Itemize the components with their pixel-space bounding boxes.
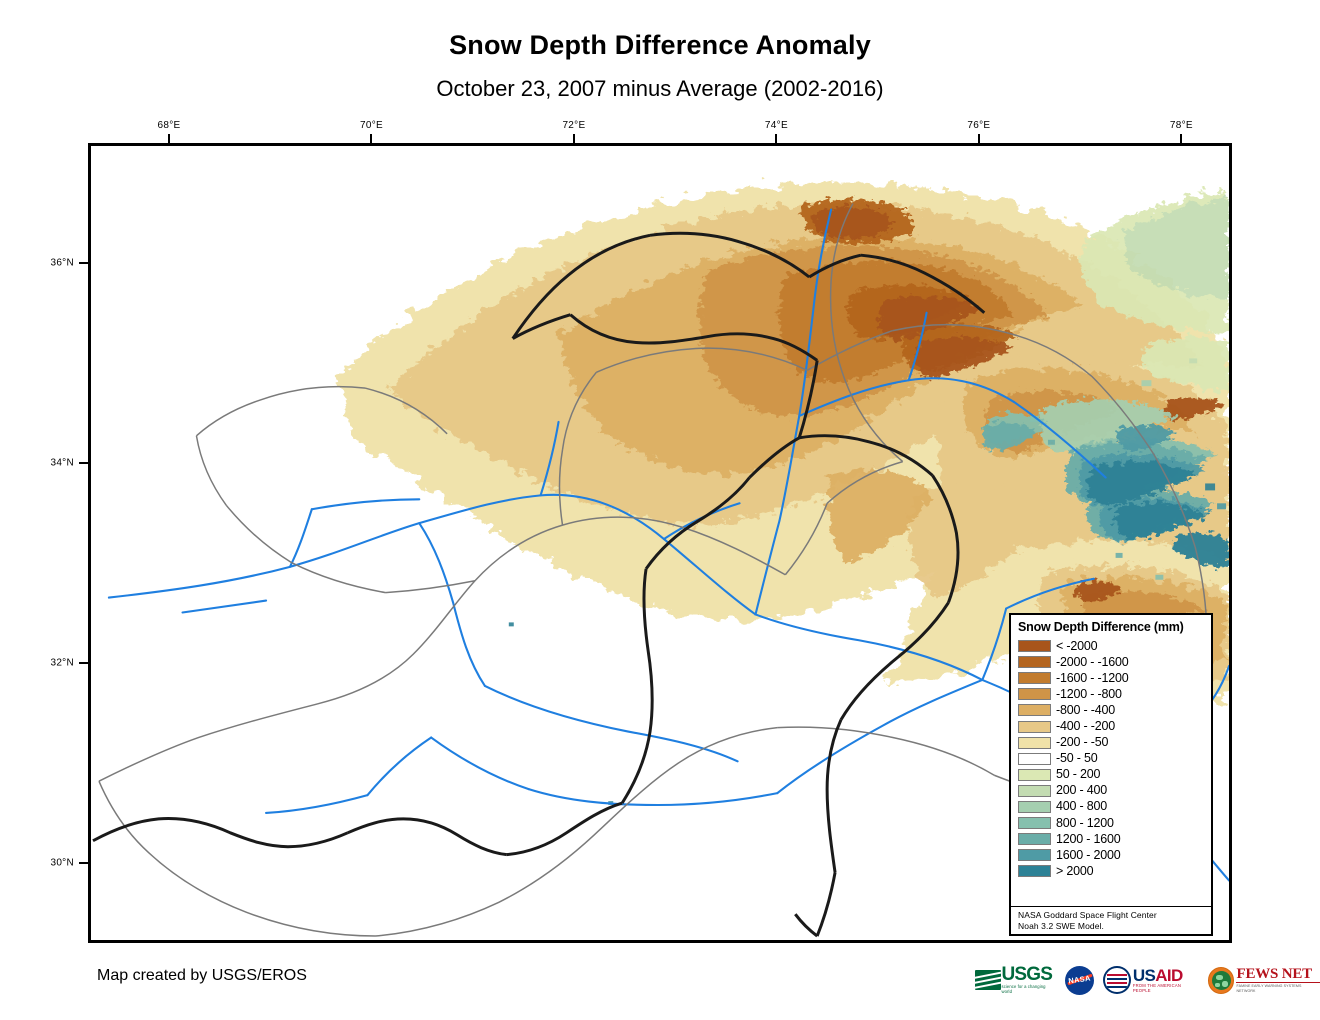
longitude-tick bbox=[977, 134, 980, 143]
legend-row[interactable]: 400 - 800 bbox=[1018, 799, 1205, 815]
longitude-tick-label: 74°E bbox=[764, 120, 788, 131]
legend-color-swatch bbox=[1018, 849, 1051, 862]
fews-globe-icon bbox=[1207, 966, 1235, 994]
nasa-logo[interactable]: NASA bbox=[1065, 965, 1095, 995]
longitude-tick bbox=[572, 134, 575, 143]
legend-row[interactable]: -1600 - -1200 bbox=[1018, 670, 1205, 686]
fews-tagline: FAMINE EARLY WARNING SYSTEMS NETWORK bbox=[1236, 984, 1302, 993]
legend-note-line: Noah 3.2 SWE Model. bbox=[1018, 920, 1104, 931]
legend-class-label: 200 - 400 bbox=[1056, 783, 1108, 798]
legend-color-swatch bbox=[1018, 768, 1051, 781]
legend-class-label: -800 - -400 bbox=[1056, 702, 1115, 717]
longitude-tick-label: 70°E bbox=[359, 120, 383, 131]
agency-logos: USGS science for a changing world NASA U… bbox=[975, 958, 1320, 1002]
country-borders bbox=[92, 231, 986, 938]
legend-color-swatch bbox=[1018, 688, 1051, 701]
map-legend[interactable]: Snow Depth Difference (mm) < -2000 -2000 … bbox=[1009, 613, 1213, 936]
legend-color-swatch bbox=[1018, 672, 1051, 685]
legend-class-list: < -2000 -2000 - -1600 -1600 - -1200 -1200 -… bbox=[1018, 638, 1205, 879]
longitude-tick bbox=[775, 134, 778, 143]
latitude-tick bbox=[79, 862, 88, 864]
page-title: Snow Depth Difference Anomaly bbox=[449, 30, 871, 60]
latitude-tick-label: 32°N bbox=[50, 657, 74, 669]
usgs-logo[interactable]: USGS science for a changing world bbox=[975, 964, 1056, 994]
nasa-wordmark: NASA bbox=[1068, 972, 1092, 986]
legend-color-swatch bbox=[1018, 752, 1051, 765]
basin-boundaries bbox=[98, 203, 1208, 937]
latitude-tick bbox=[79, 262, 88, 264]
legend-class-label: 1600 - 2000 bbox=[1056, 847, 1121, 862]
longitude-tick-label: 68°E bbox=[157, 120, 181, 131]
legend-class-label: < -2000 bbox=[1056, 638, 1098, 653]
latitude-tick bbox=[79, 462, 88, 464]
legend-class-label: -1200 - -800 bbox=[1056, 686, 1122, 701]
legend-row[interactable]: -2000 - -1600 bbox=[1018, 654, 1205, 670]
legend-row[interactable]: -200 - -50 bbox=[1018, 735, 1205, 751]
legend-color-swatch bbox=[1018, 817, 1051, 830]
legend-color-swatch bbox=[1018, 736, 1051, 749]
longitude-tick bbox=[370, 134, 373, 143]
legend-row[interactable]: 1200 - 1600 bbox=[1018, 831, 1205, 847]
legend-class-label: -400 - -200 bbox=[1056, 719, 1115, 734]
legend-row[interactable]: > 2000 bbox=[1018, 863, 1205, 879]
legend-row[interactable]: 50 - 200 bbox=[1018, 767, 1205, 783]
fews-net-logo[interactable]: FEWS NET FAMINE EARLY WARNING SYSTEMS NE… bbox=[1207, 966, 1320, 994]
legend-class-label: 1200 - 1600 bbox=[1056, 831, 1121, 846]
legend-color-swatch bbox=[1018, 784, 1051, 797]
legend-color-swatch bbox=[1018, 640, 1051, 653]
usaid-tagline: FROM THE AMERICAN PEOPLE bbox=[1132, 982, 1182, 993]
legend-class-label: -1600 - -1200 bbox=[1056, 670, 1129, 685]
legend-row[interactable]: -50 - 50 bbox=[1018, 751, 1205, 767]
legend-class-label: 50 - 200 bbox=[1056, 767, 1101, 782]
legend-color-swatch bbox=[1018, 865, 1051, 878]
legend-row[interactable]: 200 - 400 bbox=[1018, 783, 1205, 799]
legend-class-label: -200 - -50 bbox=[1056, 735, 1109, 750]
legend-row[interactable]: < -2000 bbox=[1018, 638, 1205, 654]
nasa-meatball-icon: NASA bbox=[1065, 965, 1095, 995]
legend-class-label: 800 - 1200 bbox=[1056, 815, 1114, 830]
legend-title: Snow Depth Difference (mm) bbox=[1018, 620, 1184, 634]
longitude-tick bbox=[167, 134, 170, 143]
page-subtitle: October 23, 2007 minus Average (2002-201… bbox=[436, 76, 884, 101]
legend-source-note: NASA Goddard Space Flight Center Noah 3.2… bbox=[1011, 906, 1211, 931]
legend-class-label: -2000 - -1600 bbox=[1056, 654, 1129, 669]
latitude-tick-label: 34°N bbox=[50, 457, 74, 469]
longitude-tick-label: 78°E bbox=[1169, 120, 1193, 131]
usgs-tagline: science for a changing world bbox=[1001, 984, 1046, 994]
usaid-wordmark: USAID bbox=[1132, 965, 1184, 985]
legend-color-swatch bbox=[1018, 833, 1051, 846]
longitude-tick-label: 72°E bbox=[562, 120, 586, 131]
legend-row[interactable]: 800 - 1200 bbox=[1018, 815, 1205, 831]
usgs-wordmark: USGS bbox=[1001, 964, 1053, 985]
latitude-tick bbox=[79, 662, 88, 664]
usaid-seal-icon bbox=[1103, 966, 1131, 994]
river-network bbox=[107, 208, 1229, 882]
legend-row[interactable]: -800 - -400 bbox=[1018, 702, 1205, 718]
legend-row[interactable]: -400 - -200 bbox=[1018, 718, 1205, 734]
latitude-tick-label: 36°N bbox=[50, 257, 74, 269]
map-credit: Map created by USGS/EROS bbox=[97, 967, 307, 984]
latitude-tick-label: 30°N bbox=[50, 857, 74, 869]
usgs-mark-icon bbox=[975, 970, 1001, 990]
legend-row[interactable]: 1600 - 2000 bbox=[1018, 847, 1205, 863]
legend-color-swatch bbox=[1018, 800, 1051, 813]
fews-wordmark: FEWS NET bbox=[1236, 966, 1312, 982]
legend-color-swatch bbox=[1018, 704, 1051, 717]
legend-note-line: NASA Goddard Space Flight Center bbox=[1018, 910, 1157, 920]
longitude-tick-label: 76°E bbox=[967, 120, 991, 131]
legend-color-swatch bbox=[1018, 720, 1051, 733]
longitude-tick bbox=[1180, 134, 1183, 143]
legend-class-label: 400 - 800 bbox=[1056, 799, 1108, 814]
legend-class-label: > 2000 bbox=[1056, 863, 1094, 878]
legend-class-label: -50 - 50 bbox=[1056, 751, 1098, 766]
usaid-logo[interactable]: USAID FROM THE AMERICAN PEOPLE bbox=[1103, 966, 1199, 994]
legend-color-swatch bbox=[1018, 656, 1051, 669]
legend-row[interactable]: -1200 - -800 bbox=[1018, 686, 1205, 702]
